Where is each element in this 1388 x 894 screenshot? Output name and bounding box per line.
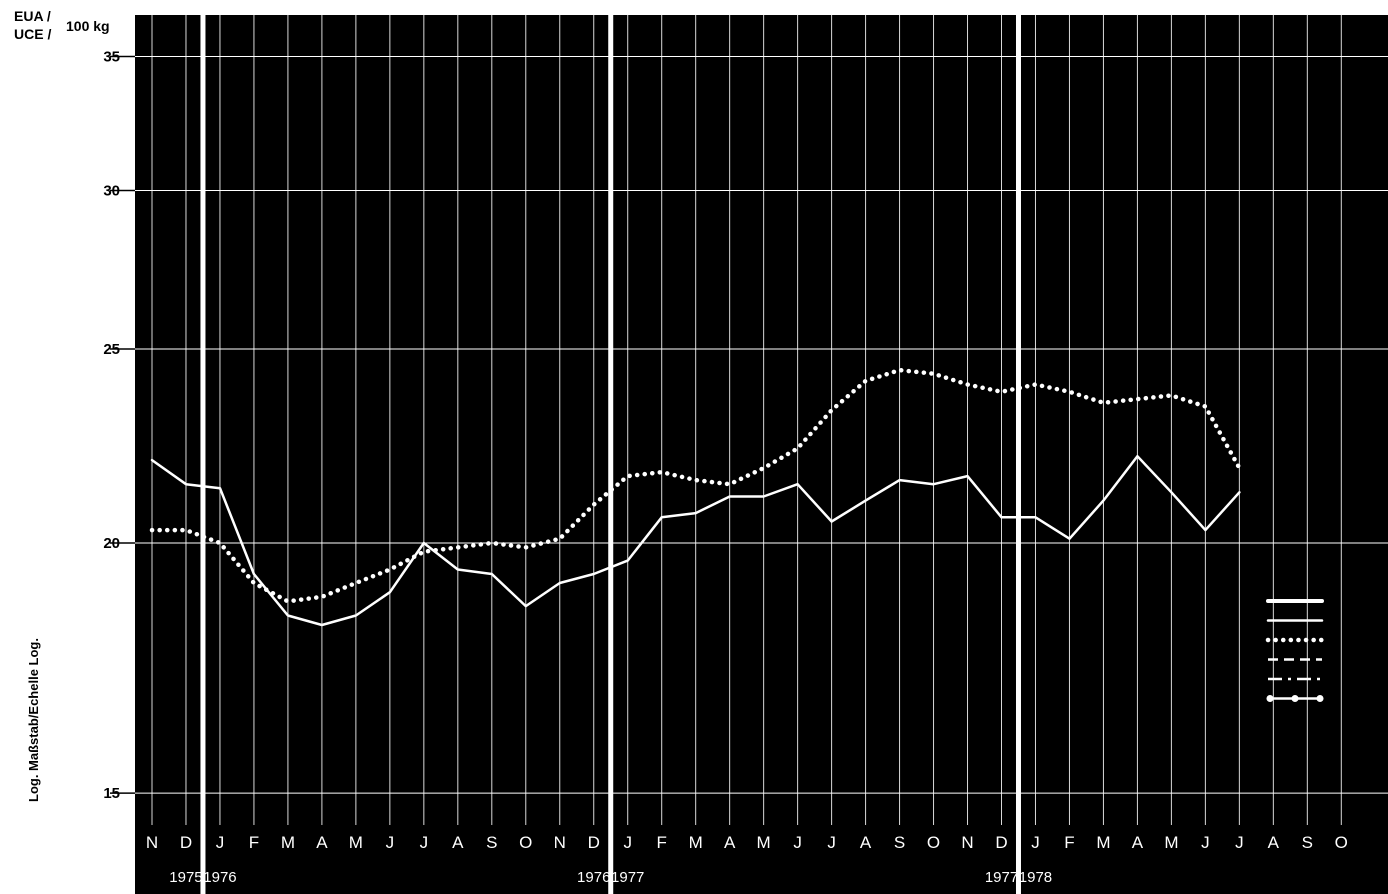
x-year-label: 1978 <box>1019 869 1052 886</box>
y-tick-label: 35 <box>103 48 120 65</box>
vertical-gridlines <box>151 15 1342 825</box>
x-tick-label: D <box>180 833 192 852</box>
x-year-label: 1977 <box>985 869 1018 886</box>
x-tick-label: A <box>1132 833 1144 852</box>
x-tick-label: M <box>349 833 363 852</box>
x-tick-label: D <box>995 833 1007 852</box>
x-year-label: 1975 <box>169 869 202 886</box>
x-tick-label: F <box>657 833 667 852</box>
series-layer <box>149 367 1242 627</box>
x-tick-label: A <box>860 833 872 852</box>
y-unit-label-mid: UCE / <box>14 26 51 42</box>
x-tick-label: J <box>623 833 632 852</box>
x-tick-label: A <box>452 833 464 852</box>
y-axis-title: Log. Maßstab/Echelle Log. <box>26 638 41 802</box>
legend <box>1265 599 1325 702</box>
x-tick-label: J <box>1235 833 1244 852</box>
series-line-solid <box>150 454 1241 627</box>
y-tick-label: 20 <box>103 535 120 552</box>
x-tick-label: J <box>386 833 395 852</box>
x-tick-label: O <box>1335 833 1348 852</box>
x-tick-label: M <box>757 833 771 852</box>
x-tick-label: O <box>519 833 532 852</box>
x-tick-label: N <box>146 833 158 852</box>
x-tick-label: M <box>1164 833 1178 852</box>
legend-marker <box>1291 695 1299 702</box>
legend-marker <box>1316 695 1324 702</box>
x-year-label: 1977 <box>611 869 644 886</box>
x-axis-year-labels: 1975 1976 1976 1977 1977 1978 <box>169 869 1052 886</box>
x-tick-label: N <box>961 833 973 852</box>
x-tick-label: J <box>827 833 836 852</box>
legend-marker <box>1266 695 1274 702</box>
y-tick-label: 15 <box>103 785 120 802</box>
x-year-label: 1976 <box>577 869 610 886</box>
x-tick-label: A <box>724 833 736 852</box>
y-tick-label: 30 <box>103 182 120 199</box>
x-tick-label: J <box>1201 833 1210 852</box>
x-tick-label: A <box>1268 833 1280 852</box>
horizontal-gridlines <box>110 55 1388 794</box>
y-tick-label: 25 <box>103 341 120 358</box>
x-tick-label: F <box>1064 833 1074 852</box>
x-tick-label: J <box>216 833 225 852</box>
x-tick-label: N <box>554 833 566 852</box>
x-tick-label: F <box>249 833 259 852</box>
x-tick-label: D <box>588 833 600 852</box>
year-dividers <box>200 15 1021 894</box>
x-tick-label: S <box>486 833 497 852</box>
x-tick-label: S <box>894 833 905 852</box>
plot-background <box>135 15 1388 894</box>
x-tick-label: A <box>316 833 328 852</box>
x-tick-label: M <box>689 833 703 852</box>
y-unit-label-top: EUA / <box>14 8 51 24</box>
x-tick-label: O <box>927 833 940 852</box>
y-unit-label-right: 100 kg <box>66 18 110 34</box>
x-year-label: 1976 <box>203 869 236 886</box>
y-axis-ticks: 15 20 25 30 35 <box>103 48 135 802</box>
x-tick-label: J <box>793 833 802 852</box>
x-tick-label: J <box>1031 833 1040 852</box>
x-tick-label: M <box>1096 833 1110 852</box>
x-tick-label: J <box>420 833 429 852</box>
series-line-dotted <box>149 367 1242 604</box>
x-tick-label: M <box>281 833 295 852</box>
x-tick-label: S <box>1302 833 1313 852</box>
